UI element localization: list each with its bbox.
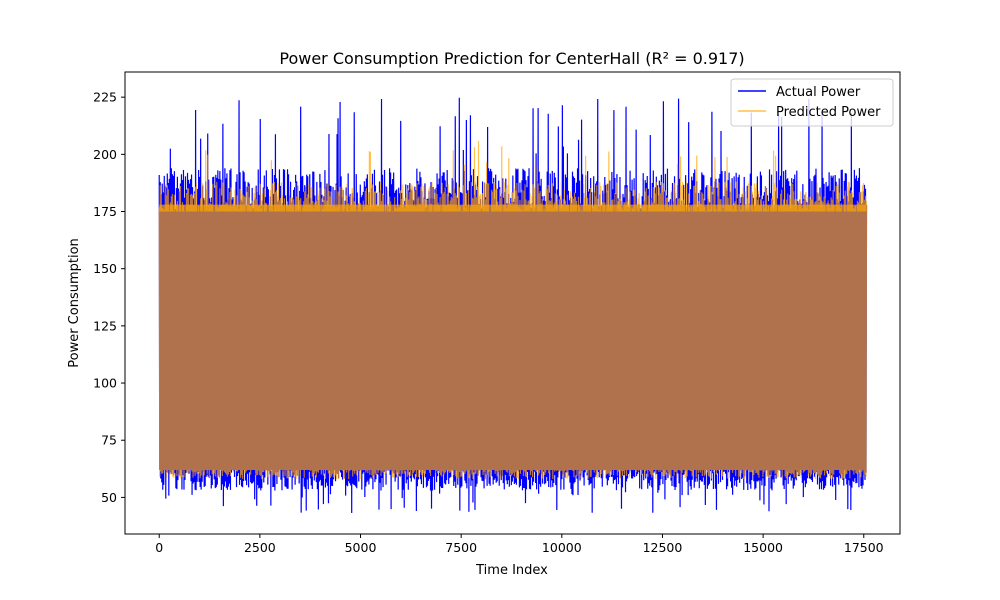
legend-box [730,78,894,127]
plot-frame [124,71,901,535]
x-tick-label: 10000 [542,540,582,555]
legend: Actual Power Predicted Power [730,78,894,127]
x-axis: 0 2500 5000 7500 10000 12500 15000 17500 [155,534,884,555]
x-tick-label: 12500 [643,540,683,555]
y-tick-label: 175 [93,204,117,219]
y-tick-label: 225 [93,90,117,105]
y-tick-label: 200 [93,147,117,162]
legend-label-predicted: Predicted Power [776,105,881,120]
y-tick-label: 125 [93,318,117,333]
y-axis: 50 75 100 125 150 175 200 225 [93,90,125,505]
x-tick-label: 2500 [244,540,276,555]
series-overlap-fill [159,211,867,470]
x-tick-label: 0 [155,540,163,555]
y-axis-label: Power Consumption [67,238,82,368]
y-tick-label: 50 [101,490,117,505]
x-tick-label: 17500 [844,540,884,555]
series-layer [158,97,868,514]
x-tick-label: 15000 [743,540,783,555]
x-axis-label: Time Index [475,563,548,578]
y-tick-label: 100 [93,376,117,391]
x-tick-label: 7500 [445,540,477,555]
legend-label-actual: Actual Power [776,85,861,100]
y-tick-label: 150 [93,261,117,276]
y-tick-label: 75 [101,433,117,448]
x-tick-label: 5000 [345,540,377,555]
chart-title: Power Consumption Prediction for CenterH… [279,49,744,68]
